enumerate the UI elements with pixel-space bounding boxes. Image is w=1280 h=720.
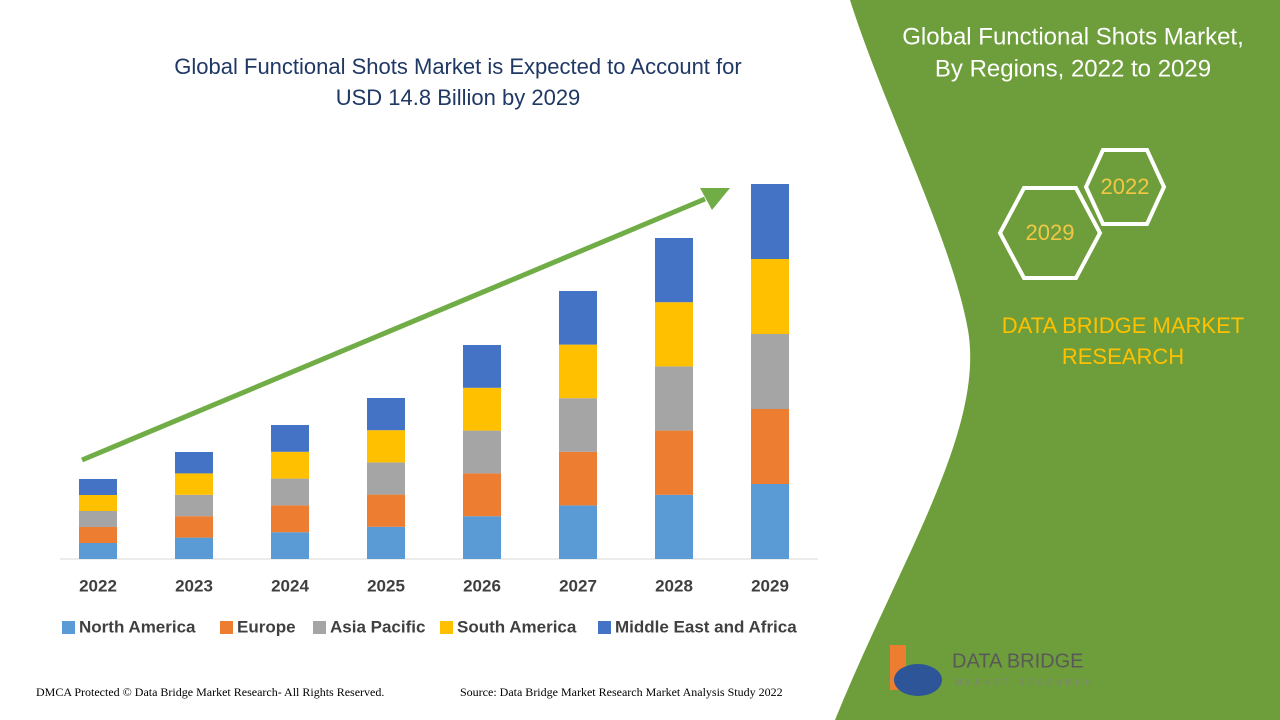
bar-segment — [175, 537, 213, 559]
bar-segment — [367, 430, 405, 463]
bar-segment — [559, 451, 597, 506]
bar-segment — [751, 484, 789, 559]
legend-label: Asia Pacific — [330, 617, 425, 636]
panel-title: Global Functional Shots Market, — [902, 23, 1244, 50]
hexagon-label: 2022 — [1101, 174, 1150, 199]
bar-segment — [79, 543, 117, 559]
logo-name: DATA BRIDGE — [952, 650, 1084, 672]
bar-segment — [655, 238, 693, 303]
copyright: DMCA Protected © Data Bridge Market Rese… — [36, 685, 384, 699]
legend-swatch — [313, 621, 326, 634]
x-tick-label: 2024 — [271, 576, 309, 595]
hexagon-label: 2029 — [1026, 220, 1075, 245]
bar-segment — [367, 494, 405, 527]
brand: DATA BRIDGE MARKET — [1002, 313, 1244, 338]
source: Source: Data Bridge Market Research Mark… — [460, 685, 783, 699]
x-tick-label: 2025 — [367, 576, 405, 595]
bar-segment — [271, 505, 309, 533]
bar-segment — [367, 526, 405, 559]
bar-segment — [175, 516, 213, 538]
legend-swatch — [220, 621, 233, 634]
bar-segment — [175, 452, 213, 474]
bar-segment — [559, 505, 597, 559]
legend-label: North America — [79, 617, 196, 636]
bar-segment — [559, 398, 597, 452]
bar-segment — [175, 473, 213, 495]
legend-label: Middle East and Africa — [615, 617, 797, 636]
bar-segment — [655, 366, 693, 431]
x-tick-label: 2023 — [175, 576, 213, 595]
bar-segment — [751, 409, 789, 484]
legend-label: Europe — [237, 617, 296, 636]
bar-segment — [655, 430, 693, 495]
logo-mark — [894, 664, 942, 696]
logo-tagline: MARKET RESEARCH — [955, 678, 1095, 687]
bar-segment — [463, 387, 501, 431]
bar-segment — [79, 479, 117, 495]
bar-segment — [175, 494, 213, 517]
x-tick-label: 2026 — [463, 576, 501, 595]
bar-segment — [559, 344, 597, 399]
legend-swatch — [598, 621, 611, 634]
hexagon — [997, 186, 1103, 280]
bar-segment — [271, 478, 309, 506]
trend-arrow — [81, 196, 706, 463]
bar-segment — [79, 527, 117, 543]
x-tick-label: 2027 — [559, 576, 597, 595]
legend-label: South America — [457, 617, 577, 636]
bar-segment — [463, 345, 501, 388]
legend-swatch — [62, 621, 75, 634]
bar-segment — [463, 516, 501, 559]
bar-segment — [751, 184, 789, 259]
bar-segment — [367, 462, 405, 495]
bar-segment — [559, 291, 597, 345]
brand: RESEARCH — [1062, 344, 1184, 369]
hexagon — [1083, 148, 1167, 226]
bar-segment — [271, 425, 309, 452]
x-tick-label: 2029 — [751, 576, 789, 595]
bar-segment — [751, 334, 789, 409]
bar-segment — [271, 451, 309, 479]
bar-segment — [463, 430, 501, 474]
bar-segment — [463, 473, 501, 517]
x-tick-label: 2022 — [79, 576, 117, 595]
panel-title: By Regions, 2022 to 2029 — [935, 55, 1211, 82]
bar-segment — [271, 532, 309, 559]
x-tick-label: 2028 — [655, 576, 693, 595]
chart-title: USD 14.8 Billion by 2029 — [336, 85, 581, 110]
chart-title: Global Functional Shots Market is Expect… — [174, 54, 741, 79]
legend-swatch — [440, 621, 453, 634]
bar-segment — [367, 398, 405, 431]
bar-segment — [655, 494, 693, 559]
bar-segment — [79, 511, 117, 527]
bar-segment — [751, 259, 789, 334]
bar-segment — [655, 302, 693, 367]
arrow-head — [700, 188, 730, 210]
bar-segment — [79, 495, 117, 511]
side-panel — [835, 0, 1280, 720]
